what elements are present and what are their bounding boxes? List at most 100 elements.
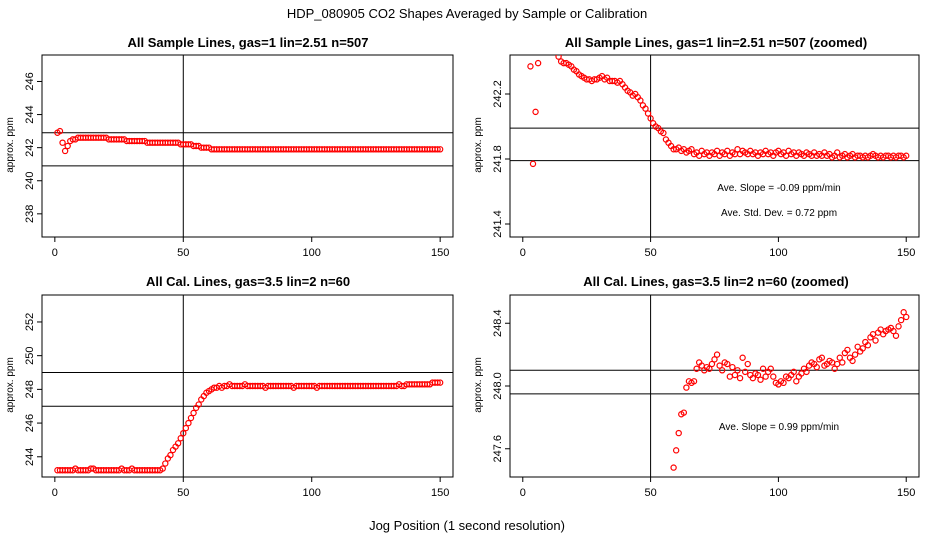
y-tick-label: 244 bbox=[24, 448, 36, 466]
data-point bbox=[849, 357, 856, 365]
y-tick-label: 248 bbox=[24, 380, 36, 398]
data-series bbox=[54, 127, 444, 155]
data-point bbox=[872, 337, 879, 344]
data-point bbox=[693, 365, 700, 372]
data-point bbox=[670, 464, 677, 471]
y-tick-label: 252 bbox=[24, 313, 36, 331]
data-point bbox=[831, 365, 838, 372]
data-point bbox=[767, 365, 774, 372]
data-point bbox=[56, 127, 64, 135]
data-point bbox=[754, 371, 762, 379]
panel-title: All Sample Lines, gas=1 lin=2.51 n=507 (… bbox=[565, 35, 867, 50]
data-point bbox=[851, 351, 859, 358]
x-tick-label: 0 bbox=[520, 247, 526, 259]
y-tick-label: 241.4 bbox=[492, 210, 504, 238]
x-tick-label: 50 bbox=[644, 247, 656, 259]
data-point bbox=[436, 379, 444, 386]
data-point bbox=[180, 429, 187, 437]
data-point bbox=[734, 367, 741, 374]
data-point bbox=[864, 342, 872, 349]
data-point bbox=[174, 440, 182, 447]
data-point bbox=[436, 146, 444, 153]
data-point bbox=[903, 313, 910, 321]
data-point bbox=[803, 368, 810, 376]
data-point bbox=[892, 332, 900, 339]
panel-title: All Cal. Lines, gas=3.5 lin=2 n=60 bbox=[146, 274, 350, 289]
y-axis-label: approx. ppm bbox=[473, 357, 484, 413]
data-point bbox=[780, 379, 787, 387]
x-tick-label: 0 bbox=[520, 487, 526, 499]
data-point bbox=[897, 316, 905, 324]
data-point bbox=[736, 374, 744, 382]
y-tick-label: 240 bbox=[24, 172, 36, 190]
data-point bbox=[434, 379, 441, 386]
data-point bbox=[716, 362, 723, 369]
plot-region: 0 50 100 150 238 240 242 244 246 bbox=[24, 54, 454, 259]
y-tick-label: 244 bbox=[24, 105, 36, 123]
data-point bbox=[167, 451, 174, 459]
data-series bbox=[670, 309, 910, 471]
panel-sample-lines: All Sample Lines, gas=1 lin=2.51 n=507 a… bbox=[5, 35, 454, 259]
data-point bbox=[749, 374, 757, 382]
y-tick-label: 246 bbox=[24, 414, 36, 432]
data-point bbox=[713, 351, 721, 358]
data-point bbox=[688, 146, 695, 153]
y-tick-label: 248.4 bbox=[492, 309, 504, 337]
plot-frame bbox=[509, 294, 920, 478]
y-tick-label: 248.0 bbox=[492, 372, 504, 400]
y-axis-label: approx. ppm bbox=[5, 357, 16, 413]
x-tick-label: 0 bbox=[52, 247, 58, 259]
data-point bbox=[683, 384, 690, 391]
data-point bbox=[529, 160, 537, 168]
data-point bbox=[859, 345, 866, 352]
data-point bbox=[675, 429, 682, 437]
plot-region: 0 50 100 150 244 246 248 250 252 bbox=[24, 294, 454, 499]
data-point bbox=[718, 367, 726, 374]
data-point bbox=[644, 110, 652, 117]
data-series bbox=[527, 55, 910, 168]
data-series bbox=[54, 379, 444, 474]
data-point bbox=[534, 59, 542, 67]
x-tick-label: 100 bbox=[303, 487, 321, 499]
figure-suptitle: HDP_080905 CO2 Shapes Averaged by Sample… bbox=[287, 6, 647, 21]
panel-cal-lines: All Cal. Lines, gas=3.5 lin=2 n=60 appro… bbox=[5, 274, 454, 499]
data-point bbox=[159, 465, 166, 472]
data-point bbox=[744, 360, 751, 368]
data-point bbox=[187, 414, 195, 422]
data-point bbox=[729, 363, 736, 371]
x-tick-label: 150 bbox=[897, 487, 915, 499]
data-point bbox=[741, 368, 749, 376]
data-point bbox=[660, 129, 667, 137]
y-tick-label: 250 bbox=[24, 346, 36, 364]
x-tick-label: 50 bbox=[177, 487, 189, 499]
plot-region: 0 50 100 150 241.4 241.8 242.2 bbox=[492, 54, 920, 259]
y-tick-label: 242 bbox=[24, 138, 36, 156]
data-point bbox=[647, 115, 654, 122]
data-point bbox=[532, 108, 539, 116]
plot-frame bbox=[41, 54, 454, 238]
y-tick-label: 238 bbox=[24, 205, 36, 223]
x-tick-label: 100 bbox=[769, 487, 787, 499]
panel-title: All Cal. Lines, gas=3.5 lin=2 n=60 (zoom… bbox=[583, 274, 849, 289]
data-point bbox=[642, 105, 649, 112]
data-point bbox=[900, 309, 907, 316]
data-point bbox=[739, 354, 746, 361]
y-tick-label: 241.8 bbox=[492, 145, 504, 173]
data-point bbox=[690, 378, 698, 385]
data-point bbox=[177, 435, 184, 442]
slope-annotation: Ave. Slope = 0.99 ppm/min bbox=[719, 422, 839, 433]
y-axis-label: approx. ppm bbox=[5, 117, 16, 173]
x-tick-label: 150 bbox=[431, 487, 449, 499]
plot-frame bbox=[41, 294, 454, 478]
plot-frame bbox=[509, 54, 920, 238]
data-point bbox=[890, 327, 897, 335]
data-point bbox=[770, 373, 777, 380]
data-point bbox=[839, 359, 846, 366]
y-axis-label: approx. ppm bbox=[473, 117, 484, 173]
data-point bbox=[813, 363, 820, 371]
data-point bbox=[708, 360, 716, 368]
data-point bbox=[555, 55, 562, 60]
data-point bbox=[762, 373, 769, 380]
data-point bbox=[162, 460, 169, 467]
